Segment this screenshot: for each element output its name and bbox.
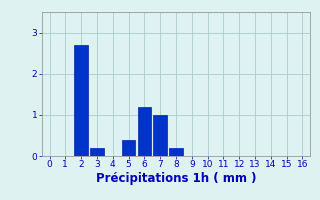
Bar xyxy=(122,140,135,156)
Bar xyxy=(154,115,167,156)
Bar xyxy=(75,45,88,156)
Bar xyxy=(138,107,151,156)
Bar xyxy=(169,148,183,156)
X-axis label: Précipitations 1h ( mm ): Précipitations 1h ( mm ) xyxy=(96,172,256,185)
Bar xyxy=(90,148,104,156)
